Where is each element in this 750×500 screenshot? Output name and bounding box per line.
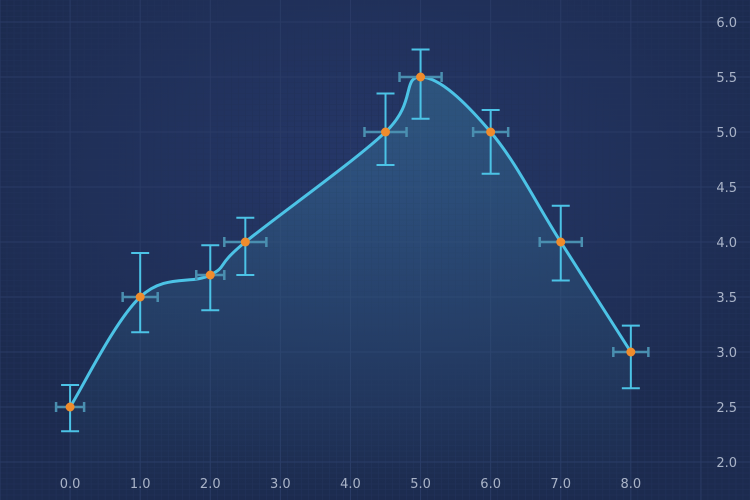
y-tick-label: 4.0 (716, 236, 737, 251)
x-tick-label: 0.0 (60, 477, 81, 492)
area-under-curve (70, 77, 631, 500)
x-tick-label: 3.0 (270, 477, 291, 492)
x-tick-label: 1.0 (130, 477, 151, 492)
data-point (65, 402, 75, 412)
y-tick-label: 5.5 (716, 71, 737, 86)
x-tick-label: 8.0 (620, 477, 641, 492)
data-markers (65, 72, 636, 412)
data-point (205, 270, 215, 280)
data-point (626, 347, 636, 357)
data-point (556, 237, 566, 247)
y-tick-label: 2.0 (716, 456, 737, 471)
data-point (416, 72, 426, 82)
data-point (240, 237, 250, 247)
error-bar (471, 109, 510, 175)
data-point (381, 127, 391, 137)
x-tick-label: 5.0 (410, 477, 431, 492)
data-point (135, 292, 145, 302)
x-tick-label: 6.0 (480, 477, 501, 492)
y-tick-label: 3.0 (716, 346, 737, 361)
y-tick-label: 4.5 (716, 181, 737, 196)
x-tick-label: 2.0 (200, 477, 221, 492)
x-tick-label: 7.0 (550, 477, 571, 492)
y-tick-label: 3.5 (716, 291, 737, 306)
x-axis-ticks: 0.0 1.0 2.0 3.0 4.0 5.0 6.0 7.0 8.0 (60, 477, 641, 492)
y-axis-ticks: 2.0 2.5 3.0 3.5 4.0 4.5 5.0 5.5 6.0 (716, 16, 737, 471)
y-tick-label: 5.0 (716, 126, 737, 141)
y-tick-label: 2.5 (716, 401, 737, 416)
data-point (486, 127, 496, 137)
y-tick-label: 6.0 (716, 16, 737, 31)
x-tick-label: 4.0 (340, 477, 361, 492)
